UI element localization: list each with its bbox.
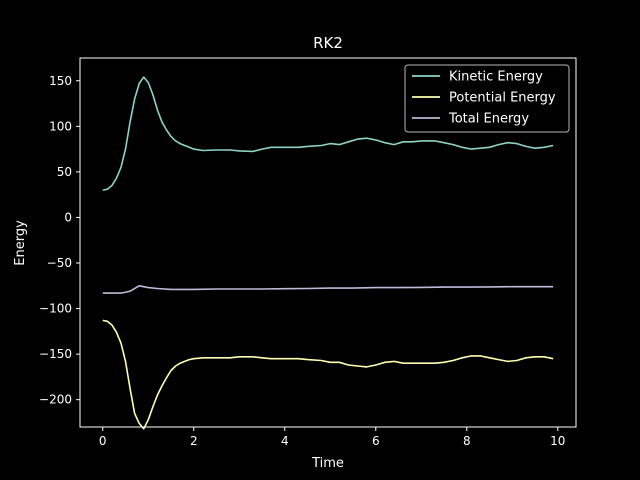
kinetic-energy-legend-label: Kinetic Energy bbox=[449, 70, 543, 85]
y-tick-label: −200 bbox=[39, 393, 72, 407]
x-tick-label: 10 bbox=[550, 434, 565, 448]
y-axis-ticks: −200 −150 −100 −50 0 50 100 150 bbox=[39, 74, 80, 407]
legend: Kinetic Energy Potential Energy Total Ener… bbox=[404, 64, 570, 133]
y-tick-label: −100 bbox=[39, 302, 72, 316]
x-tick-label: 8 bbox=[463, 434, 471, 448]
legend-items: Kinetic Energy Potential Energy Total Ener… bbox=[412, 70, 556, 127]
y-tick-label: 150 bbox=[49, 74, 72, 88]
plot-frame bbox=[79, 57, 577, 428]
potential-energy-legend-label: Potential Energy bbox=[449, 91, 556, 106]
legend-box bbox=[404, 64, 570, 133]
y-tick-label: 100 bbox=[49, 119, 72, 133]
y-tick-label: 50 bbox=[57, 165, 72, 179]
total-energy-line bbox=[102, 285, 554, 294]
y-tick-label: −50 bbox=[47, 256, 72, 270]
x-tick-label: 0 bbox=[99, 434, 107, 448]
kinetic-energy-line bbox=[102, 76, 554, 191]
x-axis-ticks: 0 2 4 6 8 10 bbox=[99, 427, 565, 448]
x-tick-label: 2 bbox=[190, 434, 198, 448]
x-tick-label: 4 bbox=[281, 434, 289, 448]
series-layer bbox=[102, 76, 554, 430]
y-tick-label: 0 bbox=[64, 210, 72, 224]
total-energy-legend-label: Total Energy bbox=[448, 112, 529, 127]
y-axis-label: Energy bbox=[13, 220, 28, 266]
x-axis-label: Time bbox=[311, 456, 344, 471]
y-tick-label: −150 bbox=[39, 347, 72, 361]
x-tick-label: 6 bbox=[372, 434, 380, 448]
chart-title: RK2 bbox=[313, 34, 343, 52]
potential-energy-line bbox=[102, 319, 554, 430]
